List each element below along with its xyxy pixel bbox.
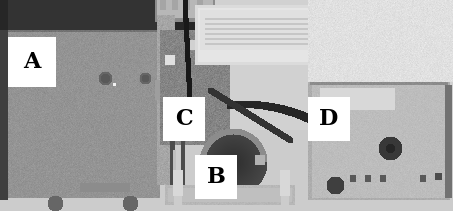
Text: B: B <box>207 166 226 188</box>
Bar <box>308 97 350 141</box>
Bar <box>8 37 56 87</box>
Text: D: D <box>319 108 339 130</box>
Bar <box>195 155 237 199</box>
Text: A: A <box>23 51 41 73</box>
Bar <box>163 97 205 141</box>
Text: C: C <box>175 108 193 130</box>
